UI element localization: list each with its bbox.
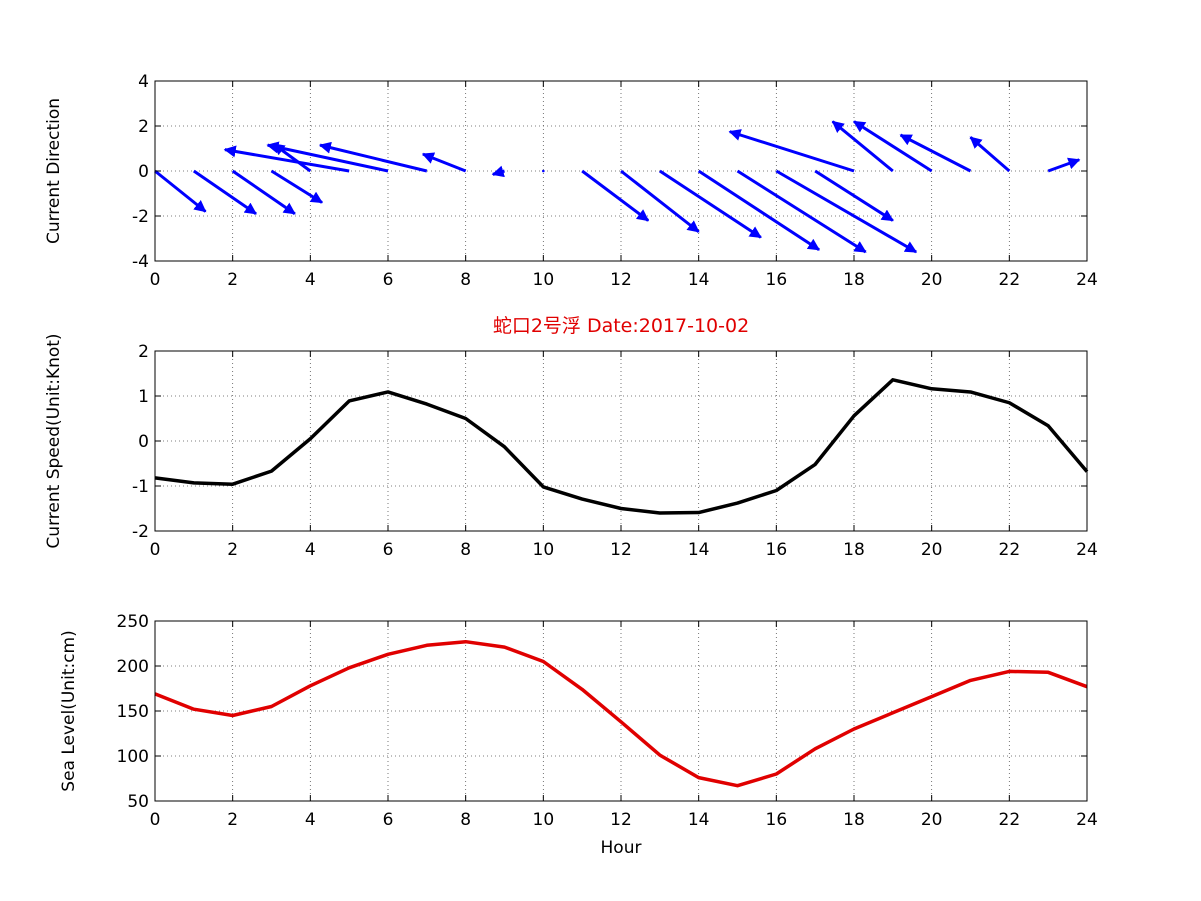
direction-xtick-label: 10 [533,270,555,290]
sea-level-ytick-label: 200 [117,657,149,677]
speed-xtick-label: 18 [843,540,865,560]
current-arrow [231,169,296,215]
direction-xtick-label: 16 [766,270,788,290]
sea-level-grid [155,621,1087,801]
speed-ytick-label: 0 [138,432,149,452]
sea-level-xtick-label: 6 [383,810,394,830]
sea-level-xtick-label: 10 [533,810,555,830]
current-arrow [899,133,972,173]
direction-xtick-label: 6 [383,270,394,290]
speed-xtick-label: 0 [150,540,161,560]
sea-level-series-line [154,639,1088,788]
speed-xtick-label: 20 [921,540,943,560]
direction-ytick-label: 0 [138,162,149,182]
current-arrow [192,169,257,215]
sea-level-ytick-label: 250 [117,612,149,632]
sea-level-ylabel: Sea Level(Unit:cm) [59,630,79,791]
sea-level-xtick-label: 20 [921,810,943,830]
direction-xtick-label: 20 [921,270,943,290]
speed-xtick-label: 12 [610,540,632,560]
sea-level-xtick-label: 22 [999,810,1021,830]
direction-xtick-label: 18 [843,270,865,290]
speed-data [154,378,1089,515]
direction-xtick-label: 4 [305,270,316,290]
direction-ytick-label: 2 [138,117,149,137]
speed-xtick-label: 4 [305,540,316,560]
current-arrow [223,145,350,173]
current-arrow [542,169,545,173]
sea-level-ytick-label: 100 [117,747,149,767]
current-arrow [969,136,1011,173]
speed-ytick-label: -1 [132,477,149,497]
direction-xtick-label: 12 [610,270,632,290]
speed-xtick-label: 22 [999,540,1021,560]
sea-level-ytick-label: 150 [117,702,149,722]
direction-xtick-label: 2 [227,270,238,290]
direction-data [154,120,1081,254]
speed-xtick-label: 8 [460,540,471,560]
sea-level-xtick-label: 18 [843,810,865,830]
current-arrow [697,169,821,252]
sea-level-xtick-label: 2 [227,810,238,830]
direction-xtick-label: 22 [999,270,1021,290]
sea-level-ytick-label: 50 [127,792,149,812]
current-arrow [814,169,894,222]
current-arrow [491,165,505,178]
sea-level-xtick-label: 4 [305,810,316,830]
speed-grid [155,351,1087,531]
direction-ytick-label: -4 [132,252,149,272]
current-arrow [831,120,894,173]
direction-xtick-label: 24 [1076,270,1098,290]
direction-xtick-label: 8 [460,270,471,290]
speed-xtick-label: 24 [1076,540,1098,560]
speed-ytick-label: 2 [138,342,149,362]
direction-ytick-label: 4 [138,72,149,92]
current-arrow [581,169,650,222]
sea-level-xtick-label: 0 [150,810,161,830]
speed-xtick-label: 16 [766,540,788,560]
current-arrow [154,169,207,213]
speed-xtick-label: 14 [688,540,710,560]
current-arrow [620,169,700,233]
speed-xtick-label: 10 [533,540,555,560]
current-arrow [775,169,918,254]
direction-ytick-label: -2 [132,207,149,227]
direction-xtick-label: 0 [150,270,161,290]
speed-series-line [154,378,1089,515]
sea-level-xtick-label: 24 [1076,810,1098,830]
sea-level-data [154,639,1088,788]
speed-xtick-label: 6 [383,540,394,560]
current-arrow [1047,157,1081,173]
sea-level-xlabel: Hour [601,838,642,858]
figure-title: 蛇口2号浮 Date:2017-10-02 [493,315,749,337]
current-arrow [421,152,467,173]
sea-level-xtick-label: 16 [766,810,788,830]
direction-ylabel: Current Direction [44,98,64,244]
current-arrow [270,169,324,204]
current-arrow [736,169,867,254]
sea-level-xtick-label: 14 [688,810,710,830]
speed-ytick-label: 1 [138,387,149,407]
direction-xtick-label: 14 [688,270,710,290]
current-arrow [266,141,389,173]
current-arrow [318,141,428,173]
sea-level-xtick-label: 12 [610,810,632,830]
sea-level-xtick-label: 8 [460,810,471,830]
current-arrow [852,120,933,173]
speed-ylabel: Current Speed(Unit:Knot) [44,333,64,548]
speed-xtick-label: 2 [227,540,238,560]
current-arrow [659,169,762,239]
current-arrow [728,129,855,173]
speed-ytick-label: -2 [132,522,149,542]
